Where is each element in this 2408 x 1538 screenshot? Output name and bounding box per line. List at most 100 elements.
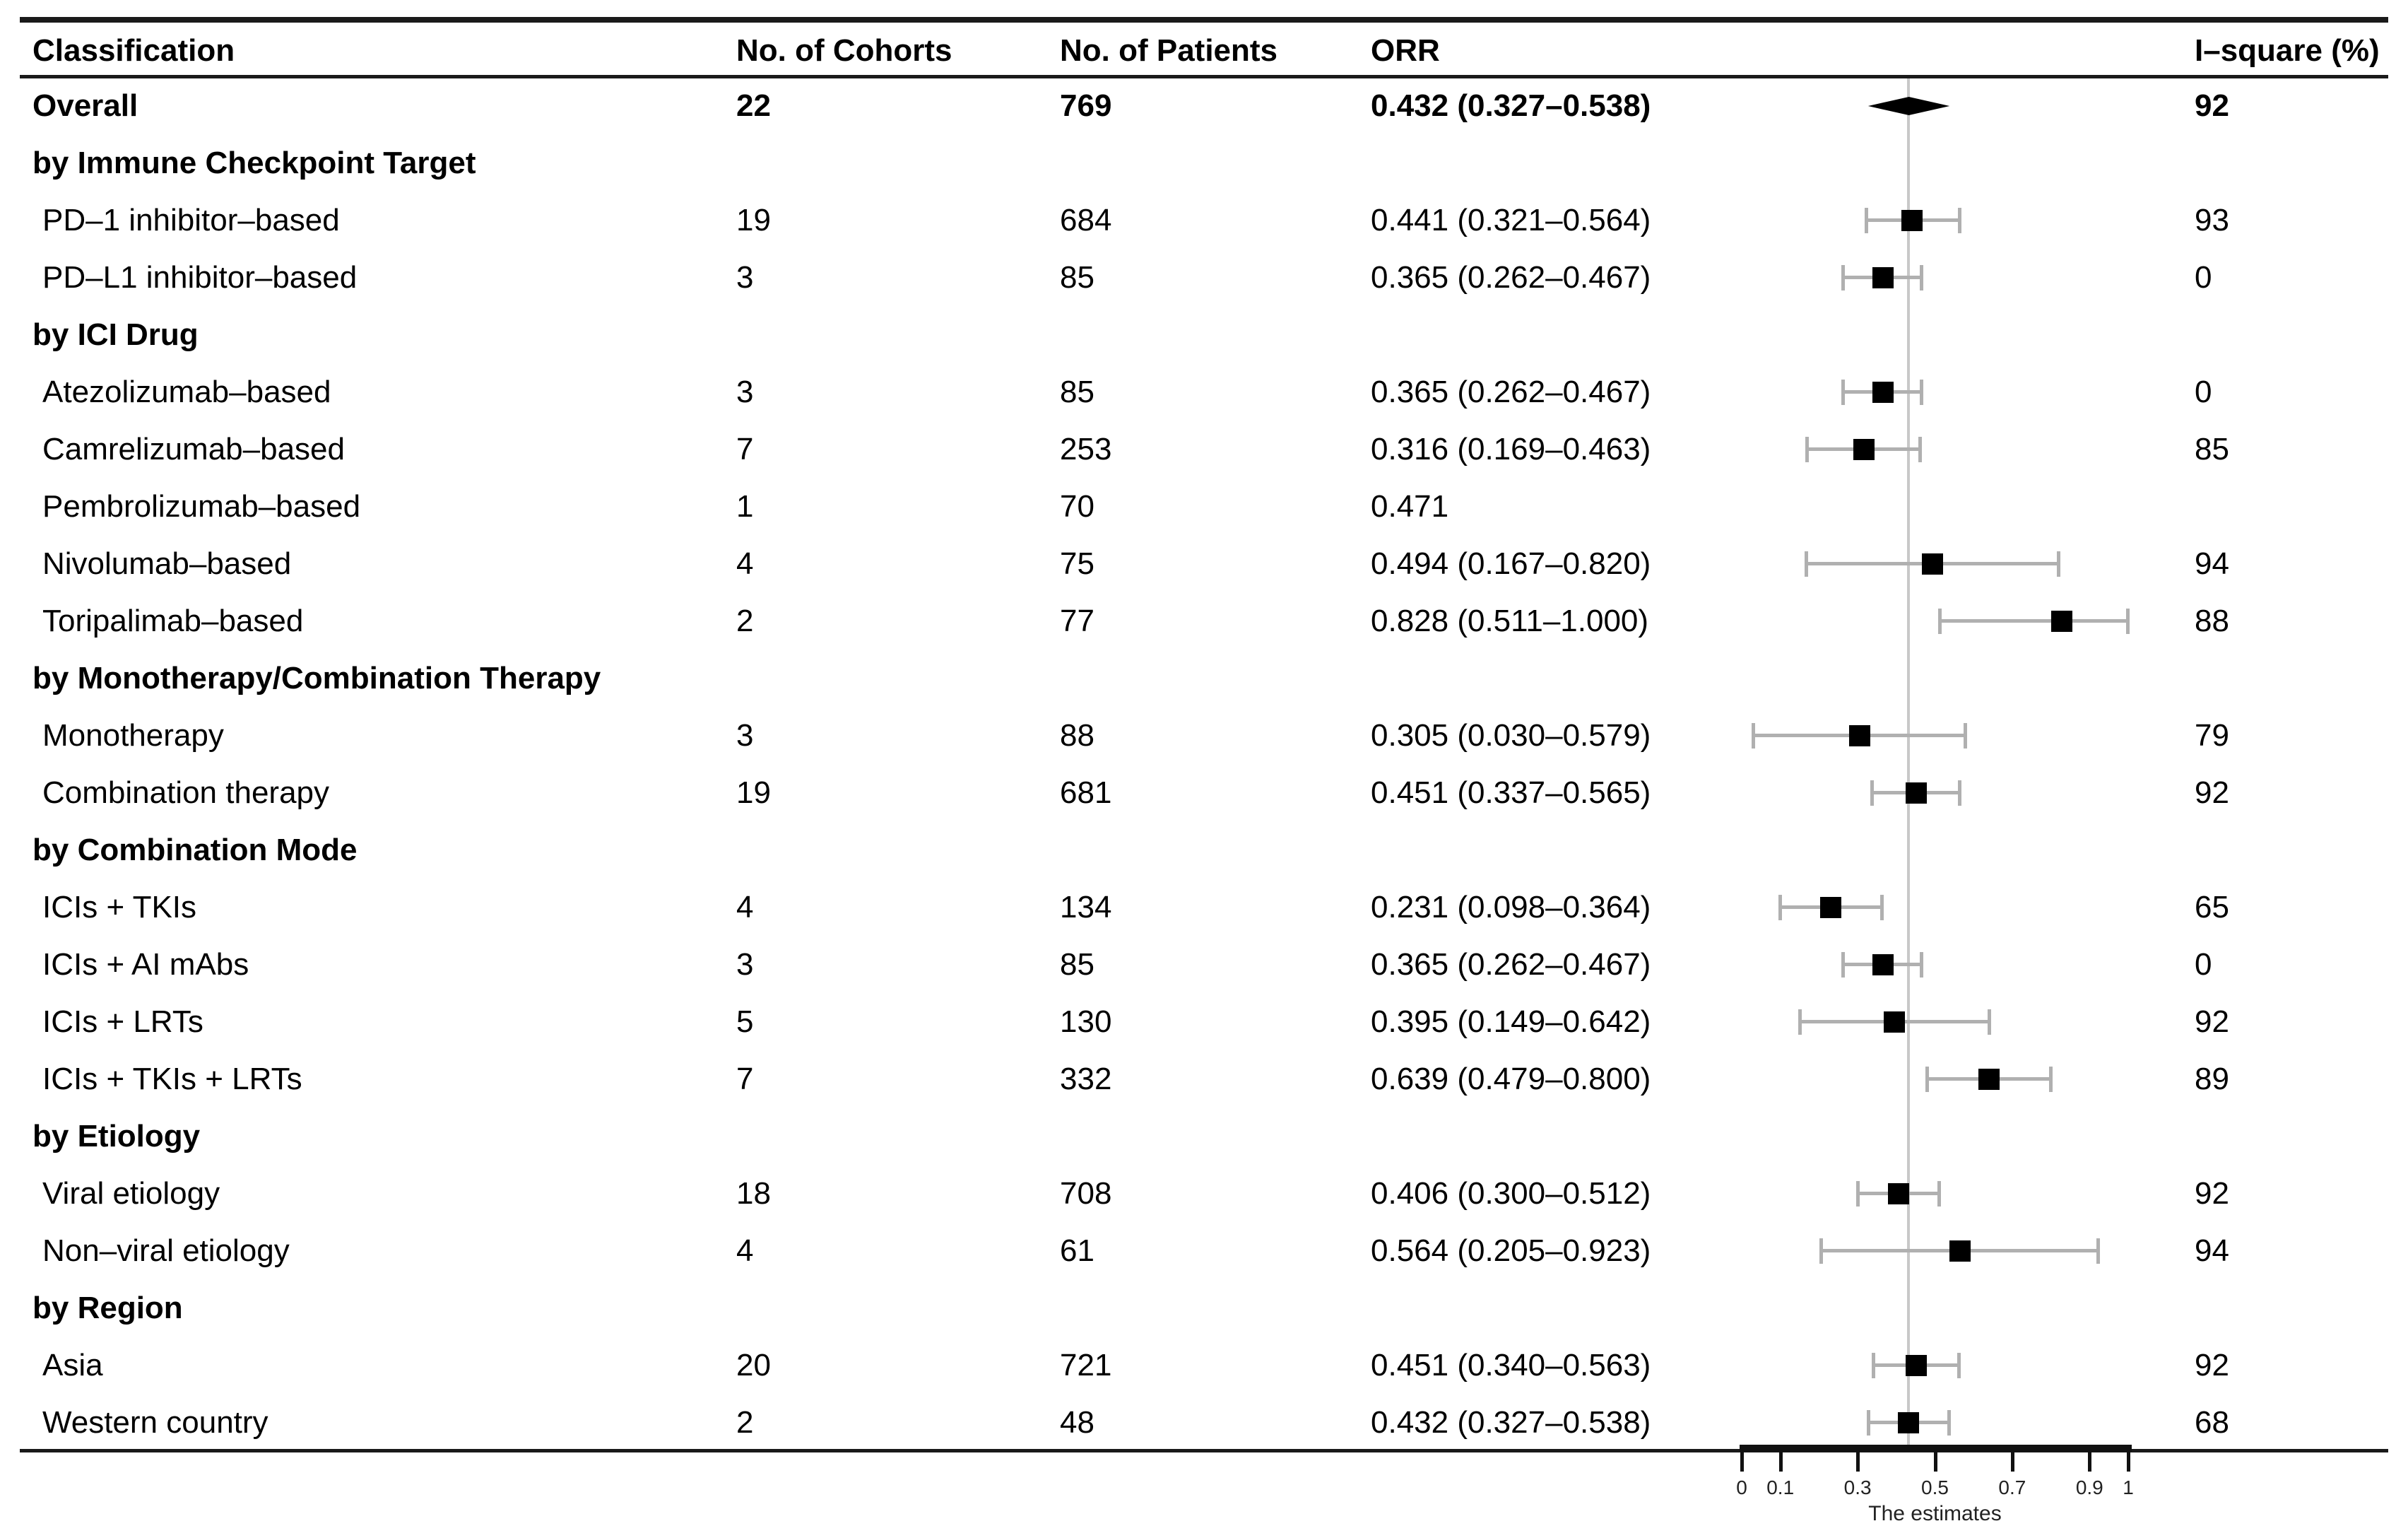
axis-tick-label: 0 xyxy=(1736,1477,1747,1498)
cell-no-of-cohorts: 2 xyxy=(736,1405,754,1440)
ci-cap-left xyxy=(1937,609,1942,634)
axis-tick xyxy=(1856,1452,1860,1472)
point-estimate-marker xyxy=(1872,382,1894,403)
cell-orr: 0.365 (0.262–0.467) xyxy=(1371,375,1651,409)
cell-i-square: 89 xyxy=(2195,1062,2229,1096)
col-header-cohorts: No. of Cohorts xyxy=(736,33,952,68)
cell-no-of-patients: 61 xyxy=(1060,1233,1094,1268)
cell-no-of-cohorts: 18 xyxy=(736,1176,771,1211)
point-estimate-marker xyxy=(1888,1183,1910,1204)
ci-cap-left xyxy=(1871,1353,1875,1378)
ci-cap-right xyxy=(2096,1238,2100,1264)
cell-no-of-cohorts: 4 xyxy=(736,890,754,924)
cell-i-square: 92 xyxy=(2195,88,2229,123)
ci-cap-left xyxy=(1805,437,1810,462)
axis-tick-label: 0.3 xyxy=(1843,1477,1872,1498)
cell-orr: 0.441 (0.321–0.564) xyxy=(1371,203,1651,237)
axis-tick xyxy=(1740,1452,1744,1472)
cell-i-square: 88 xyxy=(2195,604,2229,638)
cell-no-of-cohorts: 20 xyxy=(736,1348,771,1383)
cell-orr: 0.828 (0.511–1.000) xyxy=(1371,604,1649,638)
point-estimate-marker xyxy=(1905,782,1927,804)
col-header-orr: ORR xyxy=(1371,33,1440,68)
table-bottom-rule xyxy=(20,1449,2388,1452)
ci-cap-left xyxy=(1798,1009,1802,1035)
cell-i-square: 93 xyxy=(2195,203,2229,237)
cell-no-of-patients: 332 xyxy=(1060,1062,1112,1096)
cell-i-square: 92 xyxy=(2195,1176,2229,1211)
ci-cap-right xyxy=(2126,609,2130,634)
cell-orr: 0.406 (0.300–0.512) xyxy=(1371,1176,1651,1211)
cell-no-of-cohorts: 5 xyxy=(736,1004,754,1039)
axis-tick xyxy=(1778,1452,1783,1472)
point-estimate-marker xyxy=(2050,611,2072,632)
col-header-i-square: I–square (%) xyxy=(2195,33,2380,68)
cell-i-square: 94 xyxy=(2195,546,2229,581)
overall-diamond xyxy=(1867,97,1950,115)
row-label: PD–1 inhibitor–based xyxy=(42,203,340,237)
cell-i-square: 85 xyxy=(2195,432,2229,466)
cell-no-of-cohorts: 1 xyxy=(736,489,754,524)
cell-orr: 0.451 (0.340–0.563) xyxy=(1371,1348,1651,1383)
cell-no-of-patients: 88 xyxy=(1060,718,1094,753)
ci-cap-left xyxy=(1864,208,1868,233)
cell-i-square: 0 xyxy=(2195,947,2212,982)
row-label: Non–viral etiology xyxy=(42,1233,290,1268)
cell-no-of-cohorts: 19 xyxy=(736,203,771,237)
ci-cap-left xyxy=(1856,1181,1860,1207)
x-axis-title: The estimates xyxy=(1868,1502,2002,1525)
cell-no-of-patients: 85 xyxy=(1060,375,1094,409)
cell-no-of-patients: 134 xyxy=(1060,890,1112,924)
cell-no-of-patients: 70 xyxy=(1060,489,1094,524)
cell-orr: 0.231 (0.098–0.364) xyxy=(1371,890,1651,924)
axis-tick-label: 0.9 xyxy=(2075,1477,2103,1498)
row-label: ICIs + LRTs xyxy=(42,1004,203,1039)
x-axis-line xyxy=(1740,1445,2132,1452)
cell-no-of-cohorts: 4 xyxy=(736,1233,754,1268)
axis-tick-label: 0.1 xyxy=(1766,1477,1795,1498)
row-label: Asia xyxy=(42,1348,103,1383)
cell-i-square: 92 xyxy=(2195,1004,2229,1039)
ci-cap-left xyxy=(1778,895,1782,920)
point-estimate-marker xyxy=(1949,1240,1971,1262)
ci-cap-right xyxy=(2056,551,2060,577)
axis-tick-label: 1 xyxy=(2123,1477,2134,1498)
ci-cap-left xyxy=(1752,723,1756,749)
row-label: Pembrolizumab–based xyxy=(42,489,361,524)
axis-tick xyxy=(1933,1452,1937,1472)
ci-cap-left xyxy=(1870,780,1875,806)
ci-cap-right xyxy=(1963,723,1967,749)
row-label: Monotherapy xyxy=(42,718,224,753)
cell-orr: 0.395 (0.149–0.642) xyxy=(1371,1004,1651,1039)
point-estimate-marker xyxy=(1884,1011,1906,1033)
ci-cap-right xyxy=(1956,1353,1961,1378)
ci-cap-left xyxy=(1841,380,1846,405)
subgroup-heading: by Region xyxy=(33,1291,183,1325)
cell-no-of-patients: 77 xyxy=(1060,604,1094,638)
point-estimate-marker xyxy=(1901,210,1923,231)
point-estimate-marker xyxy=(1848,725,1870,746)
ci-cap-left xyxy=(1841,952,1846,978)
cell-orr: 0.316 (0.169–0.463) xyxy=(1371,432,1651,466)
subgroup-heading: by ICI Drug xyxy=(33,317,199,352)
reference-line xyxy=(1907,78,1911,1452)
cell-no-of-patients: 253 xyxy=(1060,432,1112,466)
ci-cap-left xyxy=(1841,265,1846,290)
subgroup-heading: by Combination Mode xyxy=(33,833,358,867)
cell-orr: 0.365 (0.262–0.467) xyxy=(1371,947,1651,982)
row-label: Camrelizumab–based xyxy=(42,432,345,466)
row-label: Combination therapy xyxy=(42,775,330,810)
cell-i-square: 79 xyxy=(2195,718,2229,753)
cell-no-of-cohorts: 7 xyxy=(736,432,754,466)
point-estimate-marker xyxy=(1853,439,1875,460)
point-estimate-marker xyxy=(1872,267,1894,288)
table-top-rule xyxy=(20,17,2388,23)
cell-orr: 0.564 (0.205–0.923) xyxy=(1371,1233,1651,1268)
cell-orr: 0.494 (0.167–0.820) xyxy=(1371,546,1651,581)
col-header-patients: No. of Patients xyxy=(1060,33,1278,68)
ci-line xyxy=(1939,619,2128,623)
cell-no-of-cohorts: 22 xyxy=(736,88,771,123)
cell-no-of-cohorts: 7 xyxy=(736,1062,754,1096)
cell-i-square: 94 xyxy=(2195,1233,2229,1268)
cell-no-of-cohorts: 4 xyxy=(736,546,754,581)
